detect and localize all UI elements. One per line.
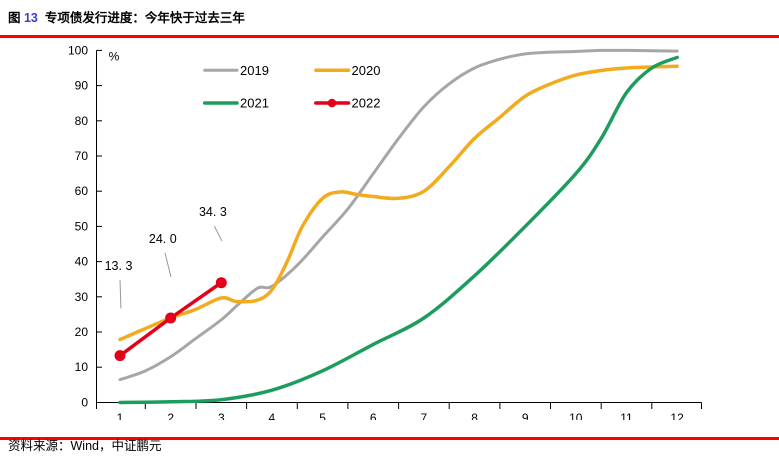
svg-text:2019: 2019 [240,63,269,78]
svg-text:0: 0 [81,396,88,410]
svg-text:13. 3: 13. 3 [105,259,133,273]
svg-text:6: 6 [370,411,377,420]
svg-text:40: 40 [75,255,89,269]
svg-text:5: 5 [319,411,326,420]
svg-text:100: 100 [68,43,88,57]
svg-text:9: 9 [522,411,529,420]
svg-text:1: 1 [117,411,124,420]
svg-text:50: 50 [75,219,89,233]
svg-text:2: 2 [167,411,174,420]
svg-text:90: 90 [75,79,89,93]
svg-text:12: 12 [670,411,684,420]
svg-text:2020: 2020 [352,63,381,78]
svg-text:%: % [109,50,120,64]
svg-text:20: 20 [75,325,89,339]
svg-text:60: 60 [75,184,89,198]
svg-text:11: 11 [620,411,633,420]
svg-text:8: 8 [471,411,478,420]
svg-text:3: 3 [218,411,225,420]
svg-text:2022: 2022 [352,96,381,111]
svg-text:10: 10 [75,360,89,374]
svg-text:7: 7 [421,411,428,420]
svg-text:2021: 2021 [240,96,269,111]
svg-text:30: 30 [75,290,89,304]
svg-text:70: 70 [75,149,89,163]
svg-text:10: 10 [569,411,583,420]
svg-text:24. 0: 24. 0 [149,232,177,246]
svg-text:80: 80 [75,114,89,128]
svg-text:34. 3: 34. 3 [199,205,227,219]
svg-text:4: 4 [269,411,276,420]
